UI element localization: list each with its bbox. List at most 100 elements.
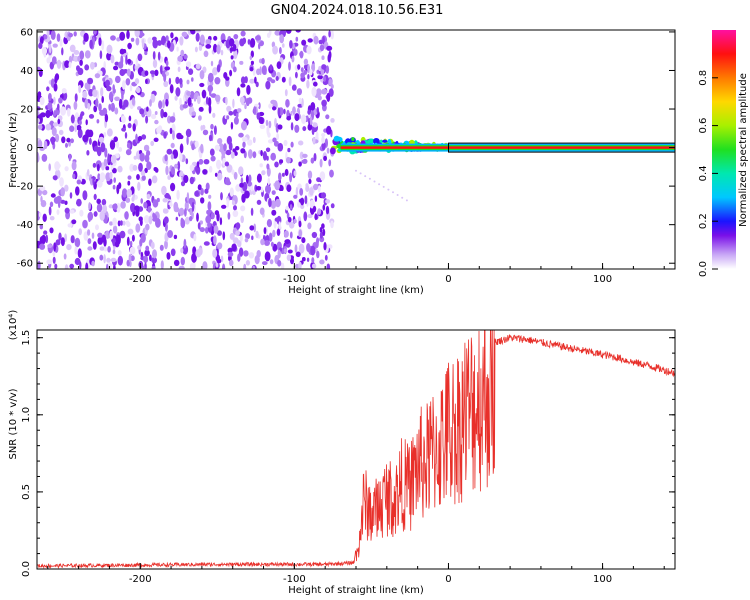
noise-blob	[57, 103, 60, 111]
noise-blob	[91, 232, 95, 239]
noise-blob	[114, 107, 119, 115]
noise-blob	[306, 45, 312, 55]
noise-blob	[37, 124, 43, 130]
noise-blob	[146, 161, 152, 171]
noise-blob	[179, 78, 183, 85]
noise-blob	[135, 57, 138, 67]
noise-blob	[101, 198, 107, 206]
noise-blob	[101, 162, 105, 171]
noise-blob	[187, 97, 192, 106]
noise-blob	[294, 124, 300, 133]
noise-blob	[276, 228, 281, 236]
noise-blob	[216, 258, 222, 264]
noise-blob	[69, 125, 75, 132]
spectrogram-x-tick-label: 100	[593, 274, 612, 285]
scatter-point	[364, 175, 367, 178]
noise-blob	[286, 184, 292, 192]
noise-blob	[205, 182, 210, 191]
noise-blob	[180, 256, 185, 266]
noise-blob	[239, 182, 244, 188]
noise-blob	[301, 39, 307, 46]
noise-blob	[232, 66, 237, 73]
noise-blob	[176, 46, 179, 52]
noise-blob	[72, 173, 76, 179]
spectrogram-y-tick-label: -40	[17, 220, 33, 231]
noise-blob	[127, 175, 132, 180]
noise-blob	[238, 247, 244, 257]
noise-blob	[129, 163, 135, 172]
noise-blob	[152, 36, 157, 41]
noise-blob	[69, 263, 75, 269]
noise-blob	[298, 161, 302, 167]
noise-blob	[223, 143, 227, 152]
noise-blob	[148, 178, 152, 186]
noise-blob	[110, 54, 115, 64]
noise-blob	[235, 222, 241, 230]
noise-blob	[214, 172, 218, 177]
noise-blob	[270, 200, 277, 209]
noise-blob	[182, 244, 189, 255]
noise-blob	[330, 30, 335, 40]
noise-blob	[213, 43, 218, 53]
noise-blob	[112, 203, 118, 210]
noise-blob	[261, 65, 267, 75]
noise-blob	[95, 224, 99, 231]
noise-blob	[140, 198, 143, 204]
noise-blob	[274, 30, 281, 36]
noise-blob	[37, 106, 41, 111]
noise-blob	[317, 208, 322, 216]
noise-blob	[270, 79, 276, 84]
scatter-point	[368, 177, 371, 180]
noise-blob	[256, 173, 262, 183]
noise-blob	[307, 109, 311, 115]
noise-blob	[104, 147, 108, 158]
noise-blob	[213, 235, 217, 245]
noise-blob	[125, 197, 131, 203]
noise-blob	[60, 187, 65, 197]
noise-blob	[267, 139, 274, 144]
noise-blob	[110, 257, 117, 263]
noise-blob	[139, 238, 143, 247]
noise-blob	[198, 158, 204, 165]
figure-title: GN04.2024.018.10.56.E31	[271, 3, 444, 18]
noise-blob	[102, 204, 108, 214]
noise-blob	[303, 64, 308, 70]
noise-blob	[283, 139, 288, 147]
noise-blob	[68, 153, 72, 162]
noise-blob	[283, 230, 289, 238]
noise-blob	[313, 35, 319, 45]
noise-blob	[98, 136, 105, 143]
scatter-point	[382, 185, 385, 188]
noise-blob	[57, 118, 61, 125]
noise-blob	[40, 195, 43, 203]
noise-blob	[78, 228, 82, 236]
snr-plot-area	[37, 330, 675, 569]
spectrogram-y-tick-label: -60	[17, 259, 33, 270]
noise-blob	[240, 30, 246, 37]
noise-blob	[122, 220, 126, 226]
noise-blob	[120, 201, 126, 209]
noise-blob	[67, 223, 73, 228]
noise-blob	[106, 52, 112, 61]
noise-blob	[107, 246, 111, 253]
noise-blob	[152, 199, 159, 208]
noise-blob	[311, 86, 317, 97]
noise-blob	[99, 172, 106, 182]
noise-blob	[244, 104, 247, 110]
noise-blob	[68, 32, 73, 38]
snr-y-scale-label: (x10⁴)	[8, 310, 19, 341]
noise-blob	[253, 223, 257, 233]
noise-blob	[224, 161, 230, 167]
noise-blob	[168, 77, 172, 85]
snr-panel: -200 -100 0 100 0.0 0.5 1.0 1.5 Height of strai…	[8, 310, 676, 596]
noise-blob	[247, 139, 253, 146]
noise-blob	[137, 135, 143, 142]
noise-blob	[248, 174, 252, 183]
noise-blob	[225, 96, 228, 106]
noise-blob	[265, 119, 269, 127]
noise-blob	[308, 178, 312, 184]
noise-blob	[186, 192, 190, 202]
spectrogram-x-tick-label: -100	[283, 274, 306, 285]
noise-blob	[319, 231, 323, 239]
noise-blob	[106, 263, 109, 269]
